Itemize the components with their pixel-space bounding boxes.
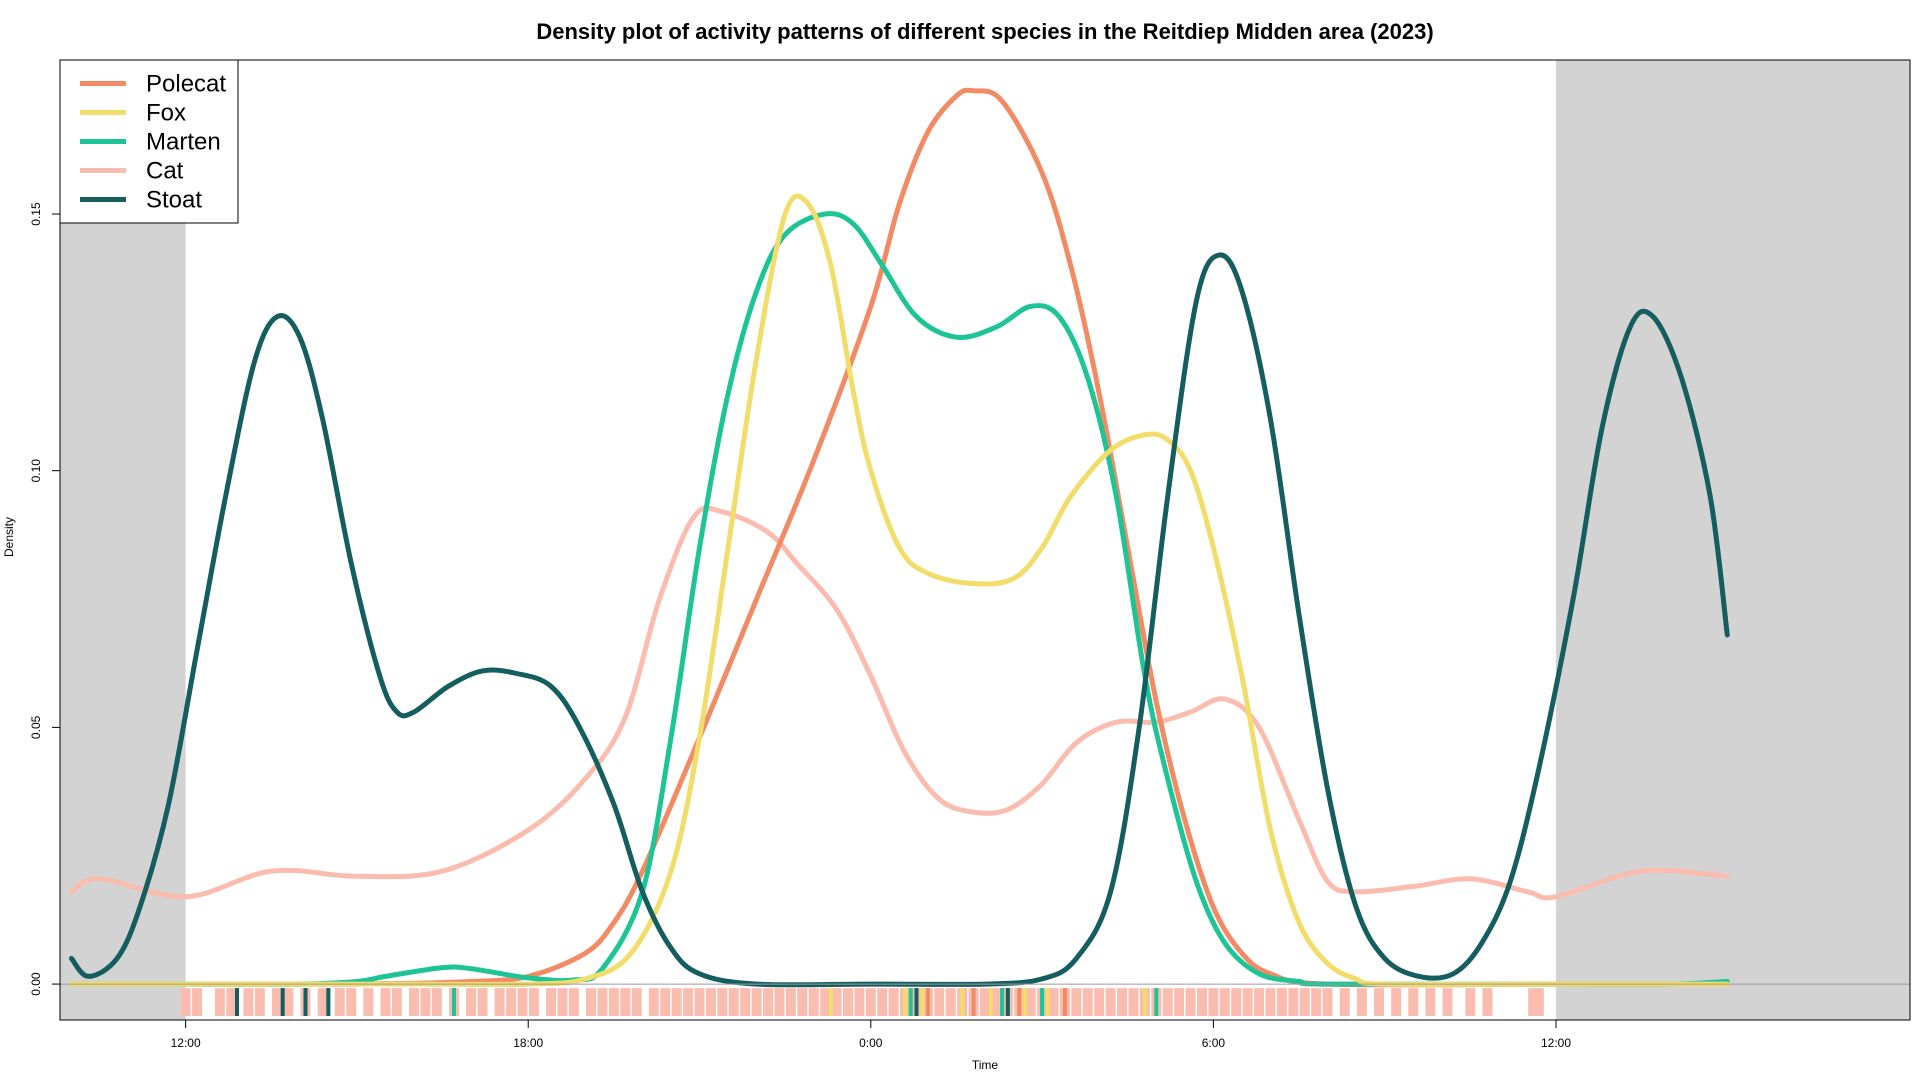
legend-label-marten: Marten <box>146 129 221 156</box>
plot-frame <box>59 59 1911 1021</box>
x-tick-label-2: 0:00 <box>859 1036 883 1050</box>
x-tick-label-1: 18:00 <box>513 1036 543 1050</box>
x-tick-label-4: 12:00 <box>1541 1036 1571 1050</box>
y-tick-label-3: 0.15 <box>29 202 43 226</box>
shaded-band-1 <box>1555 60 1910 1020</box>
chart-title: Density plot of activity patterns of dif… <box>536 19 1433 44</box>
rug-marks <box>180 988 1544 1016</box>
y-tick-label-1: 0.05 <box>29 715 43 739</box>
legend-label-cat: Cat <box>146 158 184 185</box>
series-line-fox <box>68 193 1730 987</box>
y-tick-label-0: 0.00 <box>29 972 43 996</box>
series-line-marten <box>68 211 1730 987</box>
series-line-polecat <box>68 87 1730 988</box>
series-line-stoat <box>68 252 1730 988</box>
legend-label-stoat: Stoat <box>146 187 202 214</box>
x-tick-label-3: 6:00 <box>1202 1036 1226 1050</box>
legend-label-polecat: Polecat <box>146 71 226 98</box>
series-line-cat <box>68 505 1730 901</box>
x-tick-label-0: 12:00 <box>171 1036 201 1050</box>
legend-label-fox: Fox <box>146 100 186 127</box>
y-tick-label-2: 0.10 <box>29 459 43 483</box>
x-axis-label: Time <box>972 1058 999 1072</box>
y-axis-label: Density <box>2 517 16 557</box>
series-lines <box>68 87 1730 988</box>
axes: 12:00 18:00 0:00 6:00 12:00 0.00 0.05 0.10 0.15 <box>29 59 1911 1050</box>
